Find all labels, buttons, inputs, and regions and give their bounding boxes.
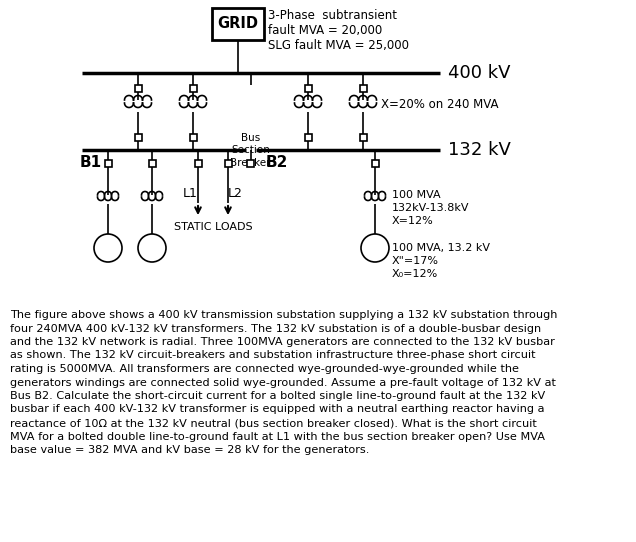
Text: STATIC LOADS: STATIC LOADS	[174, 222, 252, 232]
Bar	[104, 159, 111, 166]
Bar	[359, 133, 366, 140]
Bar	[190, 85, 197, 92]
Text: base value = 382 MVA and kV base = 28 kV for the generators.: base value = 382 MVA and kV base = 28 kV…	[10, 445, 370, 455]
Text: and the 132 kV network is radial. Three 100MVA generators are connected to the 1: and the 132 kV network is radial. Three …	[10, 337, 555, 347]
Text: busbar if each 400 kV-132 kV transformer is equipped with a neutral earthing rea: busbar if each 400 kV-132 kV transformer…	[10, 404, 544, 415]
Text: four 240MVA 400 kV-132 kV transformers. The 132 kV substation is of a double-bus: four 240MVA 400 kV-132 kV transformers. …	[10, 324, 541, 333]
Text: X=20% on 240 MVA: X=20% on 240 MVA	[381, 99, 499, 112]
Text: MVA for a bolted double line-to-ground fault at L1 with the bus section breaker : MVA for a bolted double line-to-ground f…	[10, 431, 545, 442]
Text: 132 kV: 132 kV	[448, 141, 511, 159]
Text: GRID: GRID	[218, 16, 258, 31]
Bar	[190, 133, 197, 140]
Bar	[359, 85, 366, 92]
Text: 100 MVA, 13.2 kV
X"=17%
X₀=12%: 100 MVA, 13.2 kV X"=17% X₀=12%	[392, 243, 490, 279]
Text: generators windings are connected solid wye-grounded. Assume a pre-fault voltage: generators windings are connected solid …	[10, 377, 556, 388]
Text: 100 MVA
132kV-13.8kV
X=12%: 100 MVA 132kV-13.8kV X=12%	[392, 190, 469, 227]
Text: Bus
Section
Breaker: Bus Section Breaker	[230, 133, 271, 168]
Text: as shown. The 132 kV circuit-breakers and substation infrastructure three-phase : as shown. The 132 kV circuit-breakers an…	[10, 351, 536, 360]
Text: L1: L1	[183, 187, 198, 200]
Bar	[305, 133, 312, 140]
Text: rating is 5000MVA. All transformers are connected wye-grounded-wye-grounded whil: rating is 5000MVA. All transformers are …	[10, 364, 519, 374]
Bar	[371, 159, 378, 166]
Bar	[134, 133, 141, 140]
Bar	[225, 159, 232, 166]
Text: 400 kV: 400 kV	[448, 64, 511, 82]
Bar	[195, 159, 202, 166]
Bar	[212, 8, 264, 40]
Text: 3-Phase  subtransient
fault MVA = 20,000
SLG fault MVA = 25,000: 3-Phase subtransient fault MVA = 20,000 …	[268, 9, 409, 52]
Text: B2: B2	[265, 155, 288, 170]
Bar	[305, 85, 312, 92]
Text: The figure above shows a 400 kV transmission substation supplying a 132 kV subst: The figure above shows a 400 kV transmis…	[10, 310, 557, 320]
Bar	[148, 159, 155, 166]
Bar	[134, 85, 141, 92]
Text: reactance of 10Ω at the 132 kV neutral (bus section breaker closed). What is the: reactance of 10Ω at the 132 kV neutral (…	[10, 418, 537, 428]
Bar	[247, 159, 254, 166]
Text: L2: L2	[228, 187, 243, 200]
Text: Bus B2. Calculate the short-circuit current for a bolted single line-to-ground f: Bus B2. Calculate the short-circuit curr…	[10, 391, 545, 401]
Text: B1: B1	[80, 155, 102, 170]
